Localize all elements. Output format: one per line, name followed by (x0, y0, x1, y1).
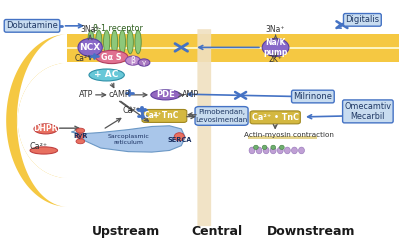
FancyBboxPatch shape (195, 107, 248, 125)
Ellipse shape (280, 145, 284, 149)
FancyBboxPatch shape (197, 29, 211, 226)
FancyBboxPatch shape (248, 136, 317, 139)
Ellipse shape (89, 69, 124, 81)
Ellipse shape (256, 147, 262, 154)
Text: + AC: + AC (94, 70, 119, 80)
Text: 3Na⁺: 3Na⁺ (266, 26, 285, 34)
Ellipse shape (271, 145, 276, 149)
Text: DHPR: DHPR (34, 124, 58, 133)
Ellipse shape (277, 147, 283, 154)
Ellipse shape (262, 38, 289, 56)
Text: Milrinone: Milrinone (293, 92, 332, 101)
Ellipse shape (111, 30, 118, 54)
Text: γ: γ (142, 60, 146, 66)
Text: ATP: ATP (79, 90, 94, 99)
Ellipse shape (284, 147, 290, 154)
Ellipse shape (76, 128, 85, 133)
FancyBboxPatch shape (250, 111, 300, 124)
Text: Digitalis: Digitalis (345, 15, 380, 24)
Text: Ca²⁺: Ca²⁺ (30, 142, 48, 151)
Text: 3Na⁺: 3Na⁺ (80, 26, 100, 34)
Text: RyR: RyR (73, 133, 88, 139)
Text: Pimobendan,
Levosimendan: Pimobendan, Levosimendan (196, 109, 248, 123)
Ellipse shape (119, 30, 126, 54)
Ellipse shape (96, 50, 128, 64)
Ellipse shape (76, 134, 85, 139)
Text: Omecamtiv
Mecarbil: Omecamtiv Mecarbil (344, 102, 391, 121)
Ellipse shape (138, 59, 150, 66)
Text: Ca²⁺: Ca²⁺ (75, 54, 92, 63)
Ellipse shape (34, 124, 58, 134)
Ellipse shape (104, 30, 110, 54)
Text: Gα S: Gα S (102, 53, 122, 61)
Ellipse shape (254, 145, 258, 149)
Ellipse shape (263, 147, 269, 154)
Polygon shape (67, 47, 399, 49)
Polygon shape (67, 34, 399, 47)
Ellipse shape (270, 147, 276, 154)
Text: AMP: AMP (182, 90, 199, 99)
Text: Ca²⁺: Ca²⁺ (122, 107, 140, 115)
Polygon shape (18, 63, 117, 178)
Text: Actin-myosin contraction: Actin-myosin contraction (244, 132, 334, 138)
Ellipse shape (249, 147, 255, 154)
Text: Na/K
pump: Na/K pump (263, 38, 288, 57)
Text: Central: Central (191, 225, 242, 238)
Ellipse shape (135, 30, 141, 54)
Text: β: β (130, 56, 136, 65)
Text: Upstream: Upstream (92, 225, 160, 238)
Text: β-1 receptor: β-1 receptor (94, 24, 143, 33)
Ellipse shape (78, 38, 102, 56)
Ellipse shape (262, 145, 267, 149)
Text: PDE: PDE (156, 90, 175, 99)
Ellipse shape (292, 147, 297, 154)
Text: SERCA: SERCA (167, 137, 192, 143)
Polygon shape (18, 63, 67, 178)
Ellipse shape (76, 139, 85, 144)
Ellipse shape (88, 30, 94, 54)
Ellipse shape (151, 90, 180, 100)
Polygon shape (6, 34, 67, 207)
Ellipse shape (30, 147, 58, 154)
Text: Ca²⁺ • TnC: Ca²⁺ • TnC (252, 113, 299, 122)
Ellipse shape (127, 30, 133, 54)
Text: 2K⁺: 2K⁺ (269, 55, 282, 64)
Text: Sarcoplasmic
reticulum: Sarcoplasmic reticulum (107, 134, 149, 145)
Ellipse shape (126, 56, 140, 65)
Ellipse shape (96, 30, 102, 54)
Text: Dobutamine: Dobutamine (6, 21, 58, 30)
Ellipse shape (174, 133, 184, 141)
Text: Ca²⁺: Ca²⁺ (144, 111, 162, 120)
FancyBboxPatch shape (142, 109, 187, 122)
Text: cAMP: cAMP (109, 90, 130, 99)
Text: NCX: NCX (80, 43, 101, 52)
Polygon shape (67, 49, 399, 62)
Text: + TnC: + TnC (153, 111, 178, 120)
Text: Downstream: Downstream (267, 225, 355, 238)
Polygon shape (71, 126, 185, 152)
Ellipse shape (298, 147, 304, 154)
